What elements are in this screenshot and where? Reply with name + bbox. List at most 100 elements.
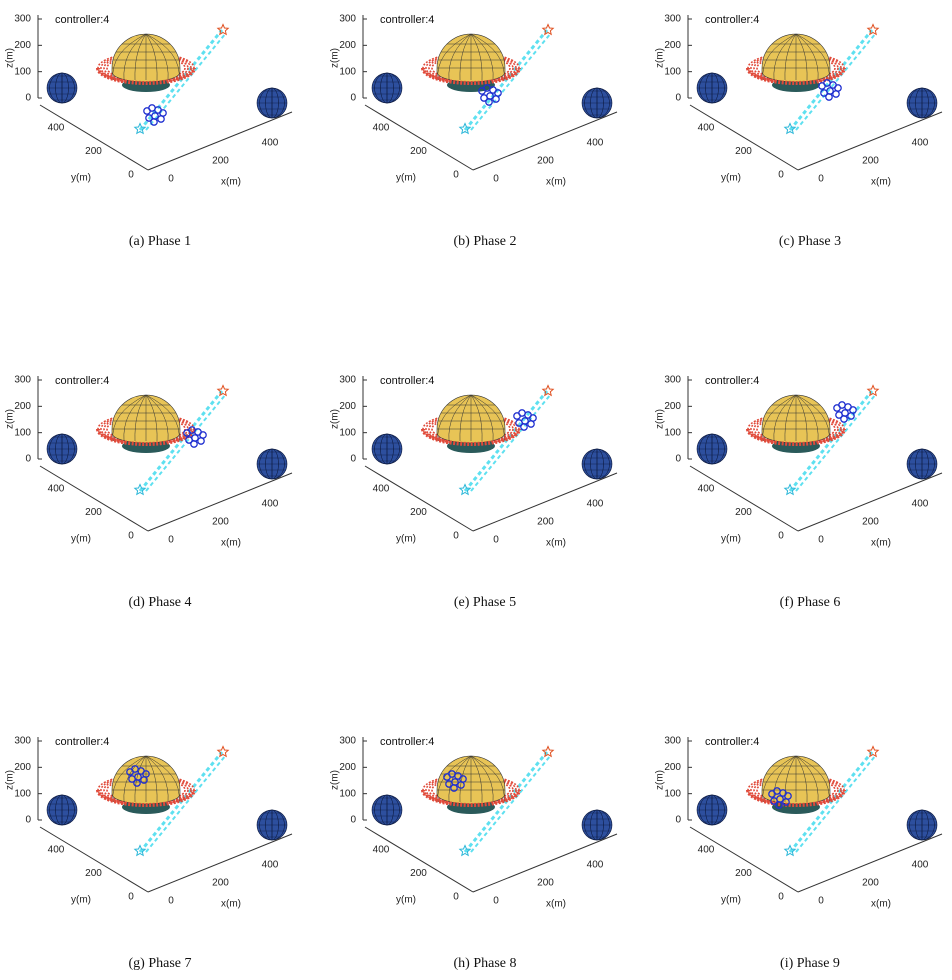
z-tick-label: 200 [14,762,31,773]
y-axis [364,465,474,532]
y-axis-label: y(m) [721,895,741,906]
drone [492,95,500,103]
planet-grid [795,755,819,803]
z-axis-label: z(m) [5,770,16,790]
z-tick-label: 300 [664,375,681,386]
planet-grid [145,394,180,442]
planet-grid [134,755,147,803]
y-tick-label: 0 [778,531,784,542]
start-star [783,844,797,857]
z-tick-label: 200 [339,40,356,51]
z-tick-label: 300 [664,736,681,747]
y-axis-label: y(m) [396,534,416,545]
drone [150,118,158,126]
y-tick-label: 400 [698,123,715,134]
x-tick-label: 200 [537,878,554,889]
z-axis-label: z(m) [655,770,666,790]
planet-grid [123,755,147,803]
start-star [133,483,147,496]
panel: 0 100 200 300 0 200 400 0 200 400 x(m) y(m) z(m) cont… [330,375,618,610]
x-tick-label: 200 [862,878,879,889]
panel: 0 100 200 300 0 200 400 0 200 400 x(m) y(m) z(m) cont… [5,736,293,971]
x-tick-label: 0 [818,174,824,185]
ring-front [421,428,521,446]
planet-grid [112,394,147,442]
x-axis-label: x(m) [221,899,241,910]
panel: 0 100 200 300 0 200 400 0 200 400 x(m) y(m) z(m) cont… [655,736,943,971]
x-tick-label: 0 [493,535,499,546]
drone [527,420,535,428]
x-tick-label: 0 [818,535,824,546]
z-tick-label: 100 [339,788,356,799]
planet-grid [123,394,147,442]
goal-star [541,384,555,397]
ring-front [96,428,196,446]
y-tick-label: 200 [410,507,427,518]
x-axis [797,111,943,171]
planet-grid [795,394,808,442]
x-tick-label: 200 [212,878,229,889]
x-tick-label: 0 [818,896,824,907]
x-axis-label: x(m) [546,538,566,549]
planet-grid [145,755,169,803]
y-axis [689,826,799,893]
planet-grid [795,394,819,442]
x-tick-label: 200 [862,517,879,528]
x-tick-label: 400 [262,138,279,149]
x-tick-label: 400 [587,499,604,510]
start-star [458,844,472,857]
drone [520,423,528,431]
y-axis [689,104,799,171]
y-axis-label: y(m) [721,534,741,545]
z-tick-label: 100 [664,66,681,77]
planet-grid [112,33,147,81]
x-tick-label: 0 [168,896,174,907]
y-tick-label: 0 [453,170,459,181]
annotation: controller:4 [55,375,109,387]
z-tick-label: 100 [664,788,681,799]
y-tick-label: 400 [48,123,65,134]
planet-grid [448,33,472,81]
x-tick-label: 0 [493,896,499,907]
start-star [783,483,797,496]
caption: (i) Phase 9 [780,956,840,971]
planet-grid [437,394,472,442]
z-tick-label: 100 [14,66,31,77]
z-tick-label: 300 [339,14,356,25]
goal-star [216,23,230,36]
y-axis-label: y(m) [71,895,91,906]
start-star [458,122,472,135]
planet-grid [795,33,819,81]
z-tick-label: 0 [350,93,356,104]
goal-star [866,384,880,397]
y-tick-label: 200 [735,507,752,518]
caption: (a) Phase 1 [129,234,191,249]
y-tick-label: 0 [778,170,784,181]
planet-grid [762,33,797,81]
x-axis [472,833,618,893]
z-axis-label: z(m) [330,409,341,429]
x-axis [147,833,293,893]
planet-grid [134,394,147,442]
z-tick-label: 300 [339,736,356,747]
planet-grid [795,755,830,803]
planet-grid [459,394,472,442]
planet-grid [437,755,472,803]
planet-grid [470,394,483,442]
planet-grid [784,33,797,81]
planet-grid [762,755,797,803]
start-star [133,122,147,135]
drone [457,781,465,789]
panel: 0 100 200 300 0 200 400 0 200 400 x(m) y(m) z(m) cont… [655,14,943,249]
z-tick-label: 300 [339,375,356,386]
goal-star [216,384,230,397]
z-tick-label: 0 [25,93,31,104]
planet-grid [470,33,494,81]
y-tick-label: 0 [778,892,784,903]
z-tick-label: 0 [675,454,681,465]
x-tick-label: 400 [587,860,604,871]
y-tick-label: 400 [373,484,390,495]
panel: 0 100 200 300 0 200 400 0 200 400 x(m) y(m) z(m) cont… [330,736,618,971]
planet-grid [795,394,830,442]
caption: (b) Phase 2 [454,234,517,249]
